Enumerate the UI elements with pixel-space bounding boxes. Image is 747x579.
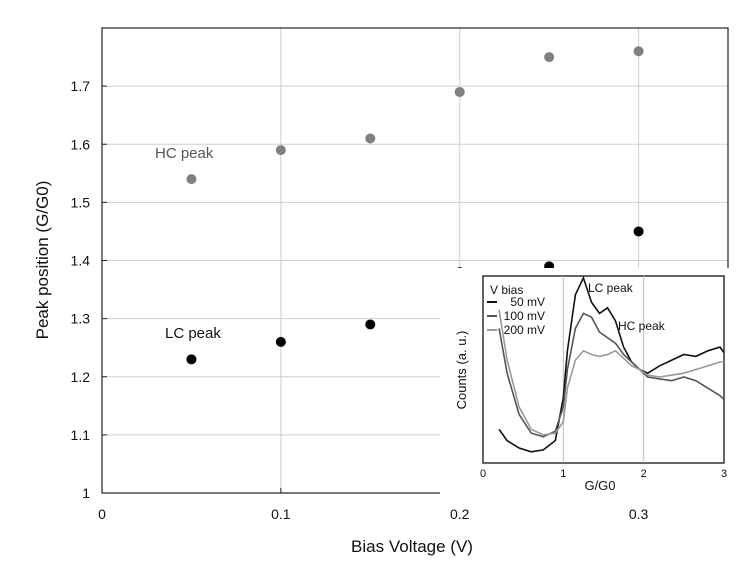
inset-chart: 0 1 2 3 G/G0 Counts (a. u.) V bias 50 mV100… xyxy=(440,268,732,496)
inset-series-lines xyxy=(498,275,725,453)
y-tick-label: 1.7 xyxy=(71,78,91,94)
hc-peak-point xyxy=(275,145,286,156)
lc-peak-point xyxy=(186,354,197,365)
inset-grid-lines xyxy=(562,276,645,463)
x-tick-label: 0.2 xyxy=(450,506,470,522)
inset-x-tick-label: 3 xyxy=(721,468,727,480)
inset-x-tick-label: 0 xyxy=(480,468,486,480)
lc-peak-point xyxy=(275,336,286,347)
inset-frame xyxy=(482,275,725,464)
hc-peak-point xyxy=(633,46,644,57)
y-tick-label: 1.4 xyxy=(71,253,91,269)
hc-peak-point xyxy=(454,86,465,97)
y-tick-label: 1.1 xyxy=(71,427,91,443)
x-tick-label: 0 xyxy=(98,506,106,522)
inset-background xyxy=(440,268,732,496)
inset-series-line-3 xyxy=(498,309,724,436)
y-axis-label: Peak position (G/G0) xyxy=(33,181,52,340)
lc-peak-point xyxy=(633,226,644,237)
y-tick-label: 1.2 xyxy=(71,369,91,385)
inset-legend-label: 200 mV xyxy=(504,323,545,337)
hc-peak-label: HC peak xyxy=(155,145,214,162)
inset-legend-label: 100 mV xyxy=(504,309,545,323)
y-tick-label: 1 xyxy=(82,485,90,501)
lc-peak-label: LC peak xyxy=(165,325,221,342)
x-axis-label: Bias Voltage (V) xyxy=(351,537,473,556)
inset-x-axis-label: G/G0 xyxy=(584,478,615,493)
inset-x-tick-label: 1 xyxy=(560,468,566,480)
inset-series-line-2 xyxy=(498,312,725,438)
inset-axis-ticks: 0 1 2 3 xyxy=(480,468,727,480)
inset-x-tick-label: 2 xyxy=(641,468,647,480)
x-tick-label: 0.3 xyxy=(629,506,649,522)
hc-peak-point xyxy=(186,174,197,185)
hc-peak-point xyxy=(544,52,555,63)
inset-legend-label: 50 mV xyxy=(510,295,545,309)
inset-legend-title: V bias xyxy=(490,283,523,297)
inset-lc-peak-annotation: LC peak xyxy=(588,281,634,295)
y-tick-label: 1.3 xyxy=(71,311,91,327)
grid-lines xyxy=(102,28,728,493)
inset-y-axis-label: Counts (a. u.) xyxy=(454,331,469,410)
y-tick-label: 1.5 xyxy=(71,194,91,210)
axis-ticks: 0 0.1 0.2 0.3 1 1.1 1.2 1.3 1.4 1.5 1.6 1.7 xyxy=(71,78,649,522)
x-tick-label: 0.1 xyxy=(271,506,291,522)
inset-hc-peak-annotation: HC peak xyxy=(618,319,666,333)
hc-peak-point xyxy=(365,133,376,144)
inset-series-line-1 xyxy=(498,275,725,453)
lc-peak-point xyxy=(365,319,376,330)
y-tick-label: 1.6 xyxy=(71,136,91,152)
